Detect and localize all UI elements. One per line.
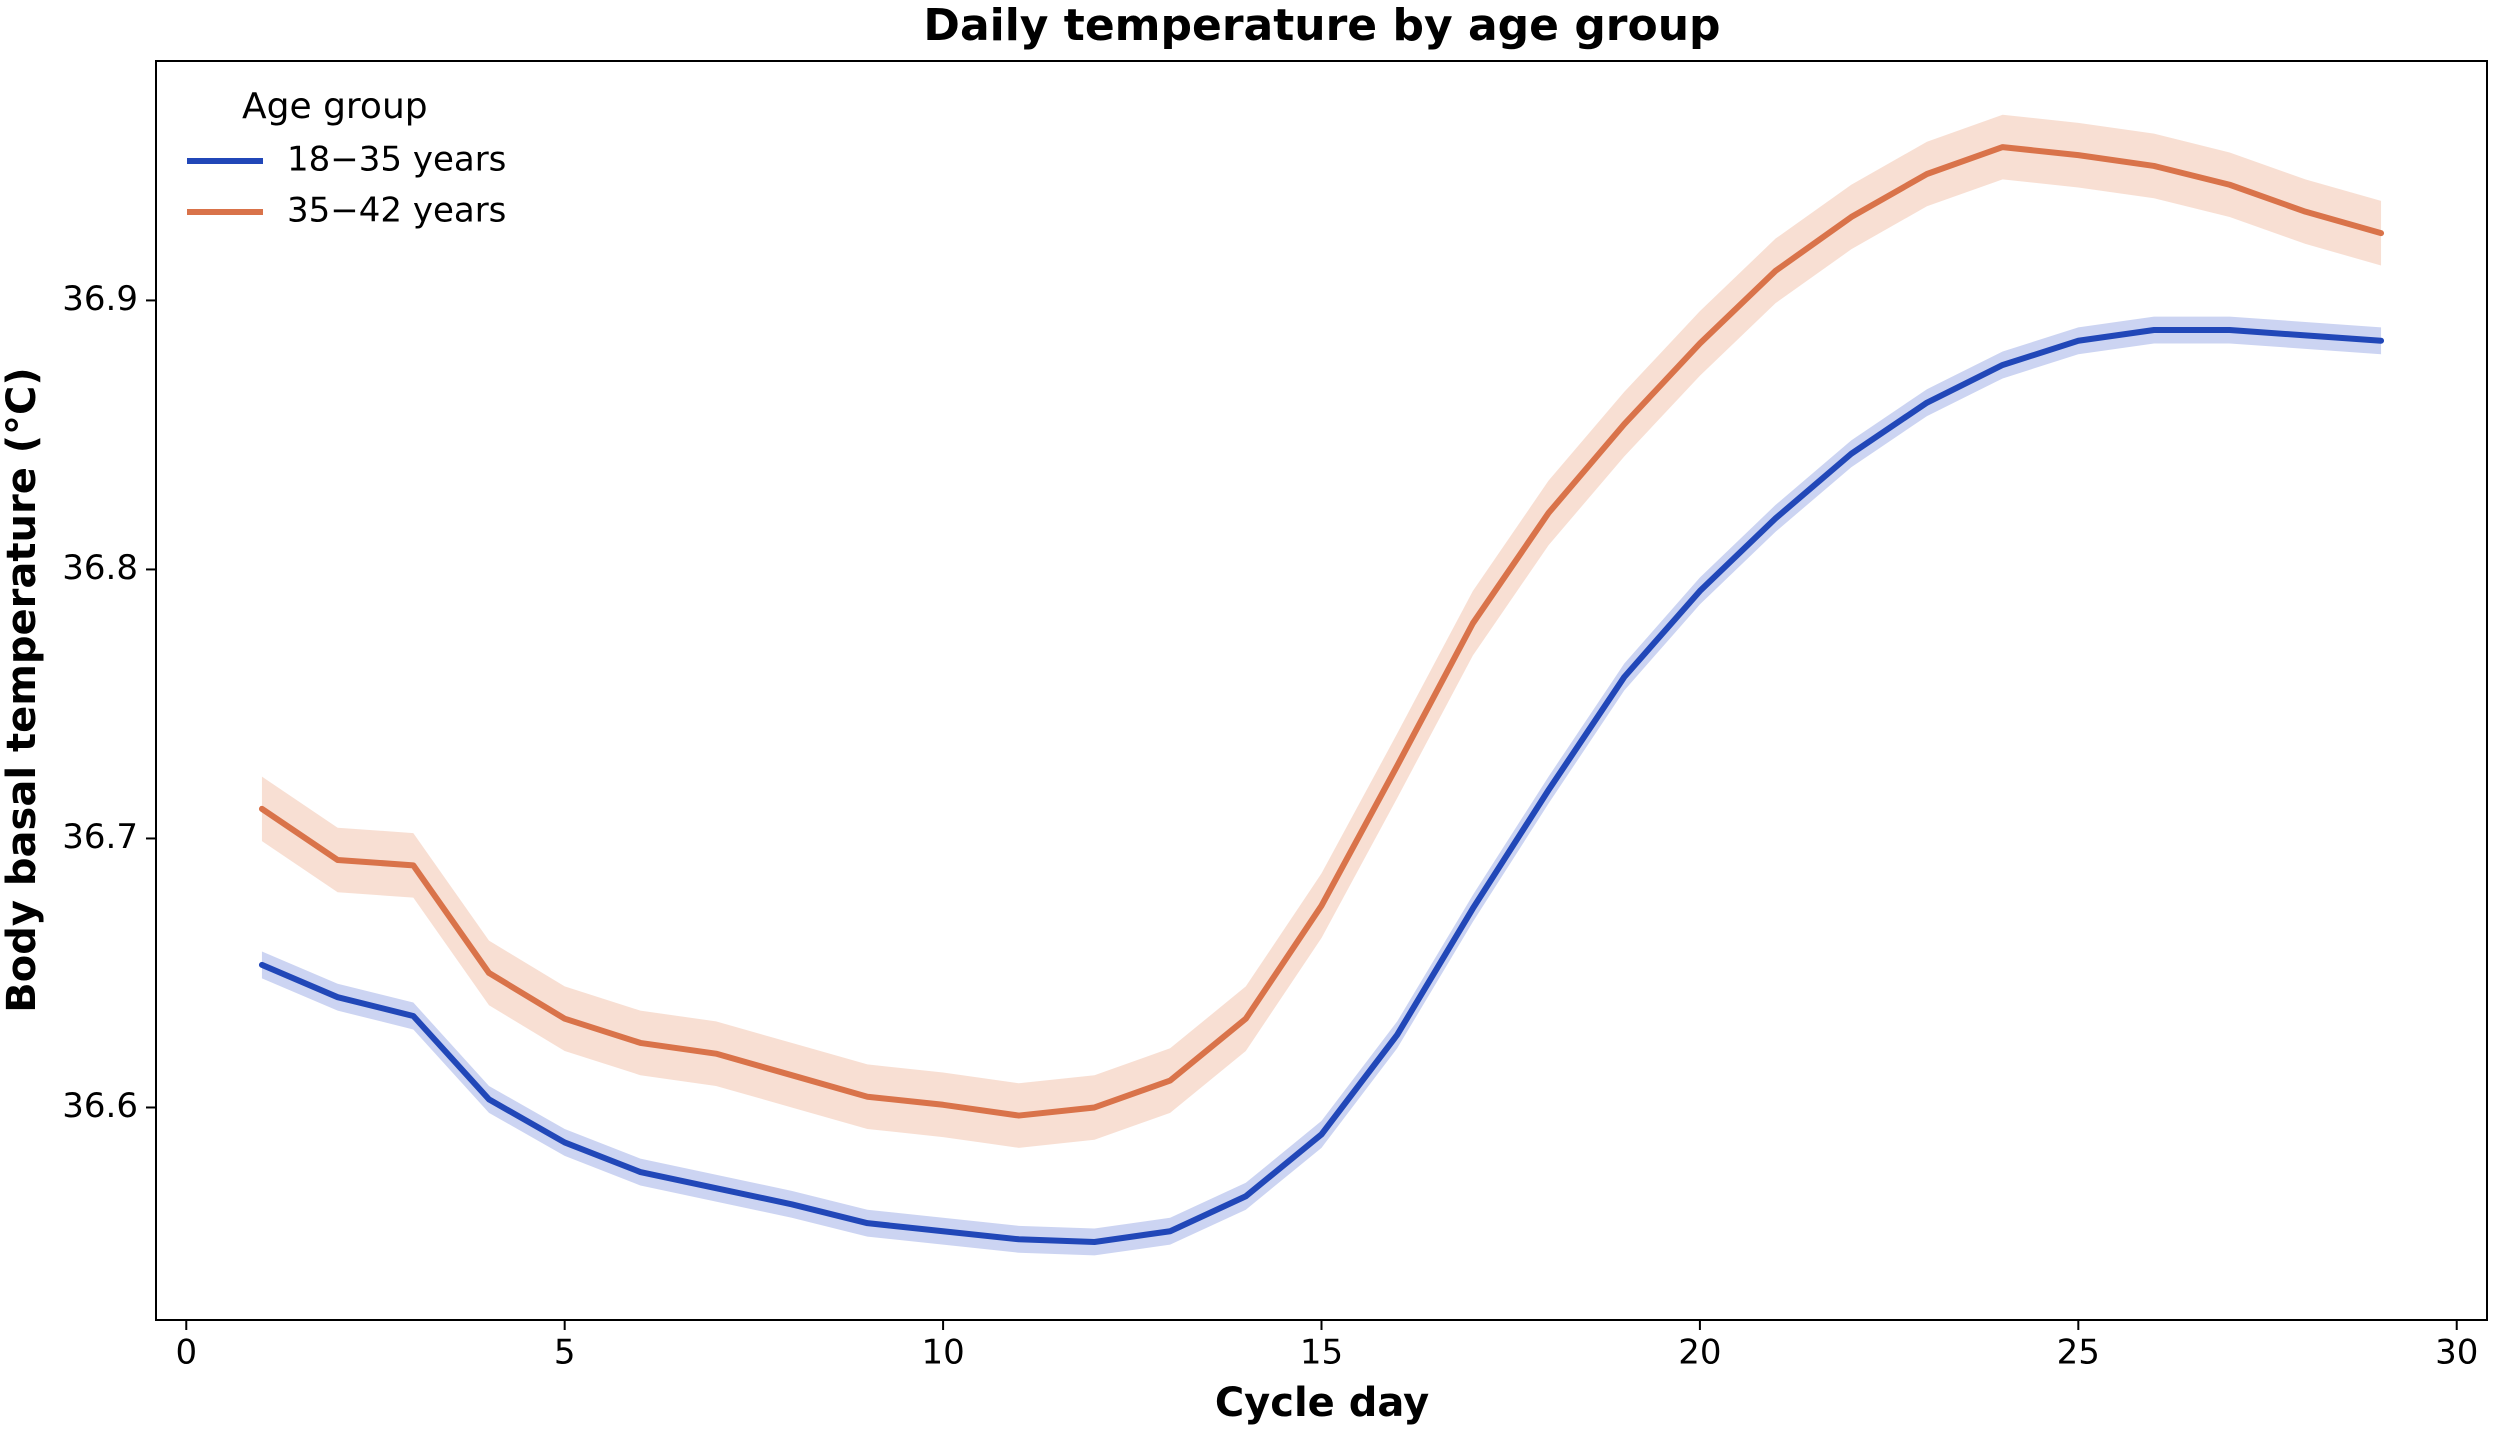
y-tick-label: 36.6 xyxy=(62,1086,138,1126)
confidence-band xyxy=(261,316,2382,1256)
x-tick-label: 0 xyxy=(175,1333,197,1373)
legend-label: 18−35 years xyxy=(287,140,506,180)
y-tick-label: 36.8 xyxy=(62,548,138,588)
legend-label: 35−42 years xyxy=(287,191,506,231)
x-tick-label: 10 xyxy=(921,1333,964,1373)
x-tick-label: 30 xyxy=(2435,1333,2478,1373)
x-tick-label: 15 xyxy=(1300,1333,1343,1373)
y-tick-label: 36.9 xyxy=(62,279,138,319)
x-tick-label: 20 xyxy=(1678,1333,1721,1373)
series-line xyxy=(258,144,2385,1119)
y-axis-label: Body basal temperature (°C) xyxy=(0,367,45,1012)
x-tick-label: 25 xyxy=(2057,1333,2100,1373)
legend-title: Age group xyxy=(242,86,428,127)
plot-area xyxy=(258,114,2385,1256)
confidence-band xyxy=(261,114,2382,1148)
series-line xyxy=(258,327,2385,1245)
x-axis-label: Cycle day xyxy=(1215,1380,1429,1426)
x-tick-label: 5 xyxy=(554,1333,576,1373)
chart-title: Daily temperature by age group xyxy=(923,0,1720,51)
y-tick-label: 36.7 xyxy=(62,817,138,857)
